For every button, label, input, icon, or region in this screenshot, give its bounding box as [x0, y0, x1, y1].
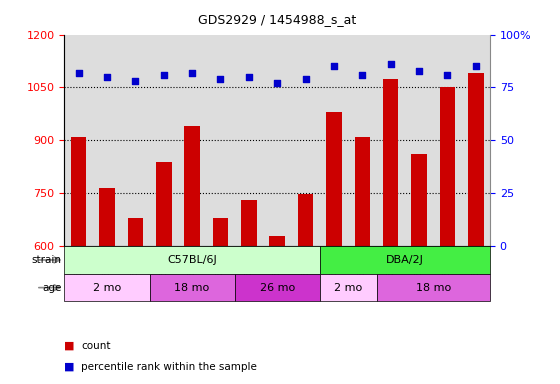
Point	[244, 74, 253, 80]
Bar	[298, 194, 314, 246]
Point	[188, 70, 197, 76]
Text: 26 mo: 26 mo	[260, 283, 295, 293]
Point	[472, 63, 480, 70]
Text: 18 mo: 18 mo	[175, 283, 209, 293]
Bar	[383, 79, 399, 246]
Bar	[269, 235, 285, 246]
Text: C57BL/6J: C57BL/6J	[167, 255, 217, 265]
Point	[216, 76, 225, 82]
Point	[301, 76, 310, 82]
Bar	[440, 88, 455, 246]
Point	[329, 63, 338, 70]
Bar	[213, 218, 228, 246]
Point	[414, 68, 423, 74]
Text: percentile rank within the sample: percentile rank within the sample	[81, 362, 257, 372]
Text: DBA/2J: DBA/2J	[386, 255, 424, 265]
Bar	[354, 137, 370, 246]
Text: strain: strain	[31, 255, 62, 265]
Bar	[128, 218, 143, 246]
Point	[386, 61, 395, 67]
Point	[358, 72, 367, 78]
Bar	[235, 274, 320, 301]
Point	[102, 74, 111, 80]
Bar	[411, 154, 427, 246]
Text: 2 mo: 2 mo	[334, 283, 362, 293]
Bar	[99, 188, 115, 246]
Text: 18 mo: 18 mo	[416, 283, 451, 293]
Bar	[64, 246, 320, 274]
Text: 2 mo: 2 mo	[93, 283, 121, 293]
Point	[74, 70, 83, 76]
Text: GDS2929 / 1454988_s_at: GDS2929 / 1454988_s_at	[198, 13, 356, 26]
Bar	[376, 274, 490, 301]
Bar	[326, 112, 342, 246]
Bar	[156, 162, 171, 246]
Bar	[71, 137, 86, 246]
Bar	[184, 126, 200, 246]
Point	[159, 72, 168, 78]
Point	[443, 72, 452, 78]
Text: count: count	[81, 341, 111, 351]
Bar	[64, 274, 150, 301]
Text: ■: ■	[64, 341, 75, 351]
Text: ■: ■	[64, 362, 75, 372]
Point	[273, 80, 282, 86]
Bar	[320, 274, 376, 301]
Bar	[468, 73, 484, 246]
Point	[131, 78, 140, 84]
Bar	[150, 274, 235, 301]
Bar	[241, 200, 256, 246]
Bar	[320, 246, 490, 274]
Text: age: age	[42, 283, 62, 293]
